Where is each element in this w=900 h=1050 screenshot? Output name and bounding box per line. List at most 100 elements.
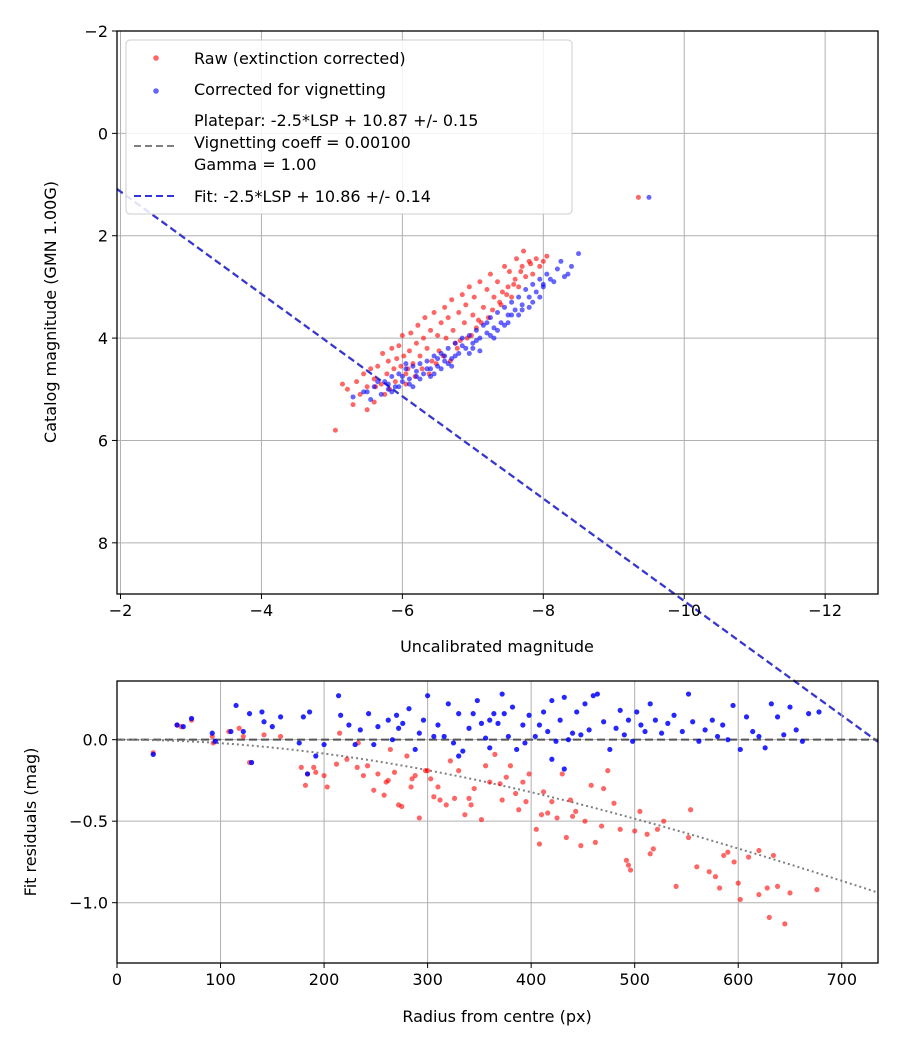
corrected-point xyxy=(417,361,423,367)
corrected-residual-point xyxy=(313,753,319,759)
corrected-residual-point xyxy=(460,748,466,754)
raw-point xyxy=(505,284,511,290)
raw-point xyxy=(408,330,414,336)
raw-point xyxy=(491,294,497,300)
raw-residual-point xyxy=(661,818,667,824)
raw-residual-point xyxy=(302,782,309,788)
corrected-residual-point xyxy=(357,727,363,733)
residuals-y-axis-label: Fit residuals (mag) xyxy=(21,748,40,897)
calibration-x-tick-label: −8 xyxy=(532,601,556,620)
corrected-point xyxy=(389,373,395,379)
raw-point xyxy=(380,350,386,356)
raw-residual-point xyxy=(381,792,387,798)
corrected-point xyxy=(456,350,462,356)
raw-point xyxy=(384,371,390,377)
residuals-y-tick-label: −1.0 xyxy=(69,894,108,913)
corrected-point xyxy=(480,322,486,328)
raw-point xyxy=(438,320,444,326)
calibration-legend: Raw (extinction corrected) Corrected for… xyxy=(125,39,573,215)
raw-residual-point xyxy=(344,756,350,762)
corrected-point xyxy=(519,302,525,308)
raw-point xyxy=(470,312,476,318)
corrected-residual-point xyxy=(720,722,726,728)
corrected-point xyxy=(523,286,529,292)
corrected-point xyxy=(452,340,458,346)
raw-residual-point xyxy=(774,883,781,889)
raw-residual-point xyxy=(404,753,410,759)
corrected-residual-point xyxy=(714,733,721,740)
raw-residual-point xyxy=(371,787,377,793)
raw-residual-point xyxy=(311,764,317,770)
corrected-point xyxy=(382,379,388,385)
calibration-y-tick-label: −2 xyxy=(84,22,108,41)
corrected-point xyxy=(551,279,557,285)
raw-point xyxy=(509,294,515,300)
raw-point xyxy=(540,258,546,264)
raw-point xyxy=(490,307,496,313)
corrected-point xyxy=(410,363,416,369)
corrected-residual-point xyxy=(594,691,601,697)
corrected-residual-point xyxy=(737,746,743,753)
corrected-residual-point xyxy=(679,728,685,735)
raw-point xyxy=(511,281,517,287)
corrected-residual-point xyxy=(389,737,396,743)
raw-residual-point xyxy=(375,771,381,777)
raw-residual-point xyxy=(540,789,547,795)
fit-line xyxy=(116,188,879,743)
corrected-residual-point xyxy=(774,714,781,720)
calibration-x-tick-label: −10 xyxy=(667,601,701,620)
raw-residual-point xyxy=(706,869,712,875)
raw-residual-point xyxy=(731,859,737,865)
corrected-point xyxy=(477,348,483,354)
corrected-point xyxy=(516,312,522,318)
raw-residual-point xyxy=(559,771,565,777)
raw-point xyxy=(506,269,512,275)
raw-residual-point xyxy=(578,843,584,849)
corrected-residual-point xyxy=(416,730,422,736)
corrected-residual-point xyxy=(412,746,418,753)
corrected-residual-point xyxy=(431,733,437,740)
raw-residual-point xyxy=(462,812,468,818)
corrected-point xyxy=(410,384,416,390)
vignetting-model-curve xyxy=(117,738,879,894)
corrected-residual-point xyxy=(470,711,476,717)
raw-residual-point xyxy=(482,763,489,769)
corrected-residual-point xyxy=(396,725,402,731)
residuals-plot-frame xyxy=(116,680,879,964)
corrected-residual-point xyxy=(180,724,186,730)
raw-residual-point xyxy=(313,769,319,775)
corrected-residual-point xyxy=(702,727,708,733)
raw-point xyxy=(429,358,435,364)
raw-point xyxy=(449,297,455,303)
corrected-residual-point xyxy=(574,709,580,715)
corrected-residual-point xyxy=(659,730,665,736)
calibration-y-tick-label: 2 xyxy=(98,227,108,246)
raw-residual-point xyxy=(625,862,632,868)
residuals-x-tick-label: 700 xyxy=(826,970,857,989)
corrected-residual-point xyxy=(613,725,619,731)
corrected-point xyxy=(477,335,483,341)
calibration-y-axis-label: Catalog magnitude (GMN 1.00G) xyxy=(41,181,60,443)
corrected-residual-point xyxy=(743,714,750,720)
corrected-point xyxy=(375,379,381,385)
raw-point xyxy=(368,366,374,372)
raw-point xyxy=(424,345,430,351)
raw-point xyxy=(391,366,397,372)
corrected-point xyxy=(537,294,543,300)
raw-residual-point xyxy=(694,864,700,870)
calibration-chart: −2 −4 −6 −8 −10 −12 −2 0 2 4 6 8 Uncalibrated magni… xyxy=(41,22,879,743)
corrected-point xyxy=(445,361,451,367)
corrected-point xyxy=(519,307,525,313)
raw-point xyxy=(421,335,427,341)
corrected-residual-point xyxy=(406,706,412,712)
raw-point xyxy=(419,366,425,372)
corrected-point xyxy=(459,335,465,341)
corrected-residual-point xyxy=(799,738,806,744)
raw-residual-point xyxy=(588,782,594,788)
corrected-point xyxy=(378,391,384,397)
raw-point xyxy=(361,371,367,377)
corrected-point xyxy=(392,384,398,390)
corrected-residual-point xyxy=(277,714,284,720)
raw-residual-point xyxy=(623,857,630,863)
corrected-point xyxy=(428,366,434,372)
